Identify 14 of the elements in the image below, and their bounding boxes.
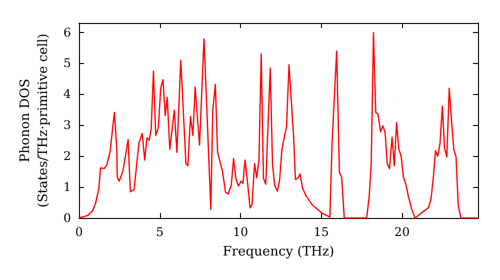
x-tick-label: 0: [75, 225, 83, 239]
y-tick-label: 0: [63, 211, 71, 225]
x-axis-title: Frequency (THz): [222, 244, 334, 260]
x-tick-label: 5: [156, 225, 164, 239]
x-tick-label: 20: [394, 225, 410, 239]
y-axis-title: Phonon DOS (States/THz·primitive cell): [18, 33, 51, 208]
y-tick-label: 1: [63, 180, 71, 194]
x-tick-label: 15: [314, 225, 329, 239]
y-tick-label: 3: [63, 118, 71, 132]
y-tick-label: 2: [63, 149, 71, 164]
x-tick-label: 10: [232, 225, 248, 239]
y-tick-label: 6: [63, 25, 71, 40]
y-tick-label: 5: [63, 56, 71, 70]
y-tick-label: 4: [63, 87, 72, 102]
